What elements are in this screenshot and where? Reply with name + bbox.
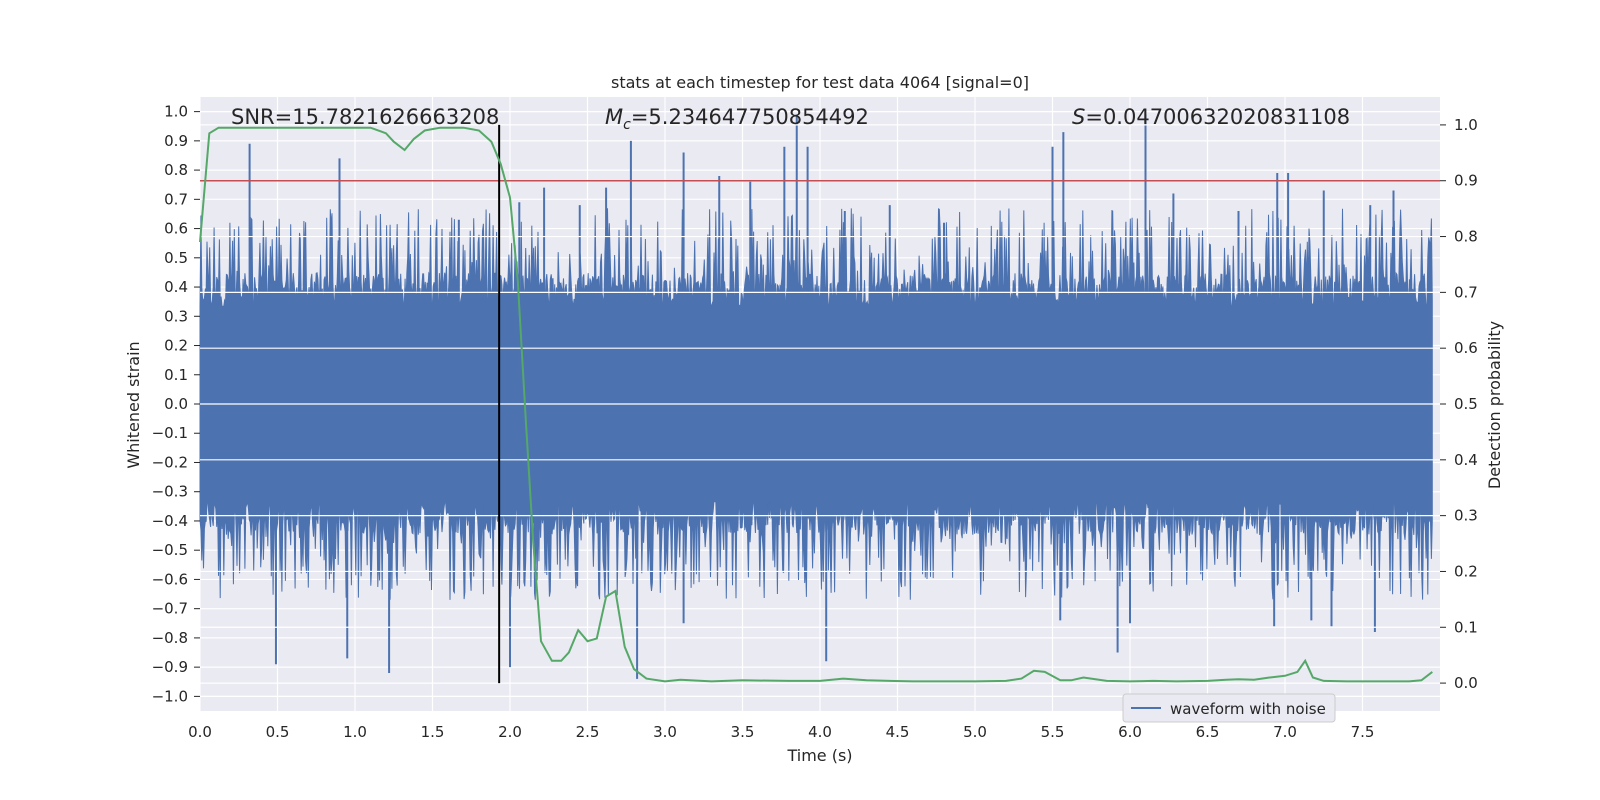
y-tick-label-left: 1.0 bbox=[164, 103, 188, 121]
y-tick-label-left: 0.5 bbox=[164, 249, 188, 267]
x-tick-label: 6.0 bbox=[1118, 723, 1142, 741]
y-tick-label-right: 0.5 bbox=[1454, 395, 1478, 413]
x-tick-label: 4.5 bbox=[886, 723, 910, 741]
left-y-tick-labels: 1.0 0.9 0.8 0.7 0.6 0.5 0.4 0.3 0.2 0.1 0.0 −0.1 −0.… bbox=[152, 103, 200, 705]
x-tick-label: 7.5 bbox=[1351, 723, 1375, 741]
y-axis-label-left: Whitened strain bbox=[124, 341, 143, 468]
x-tick-label: 1.0 bbox=[343, 723, 367, 741]
detection-probability-line bbox=[199, 126, 1433, 683]
x-tick-label: 5.0 bbox=[963, 723, 987, 741]
y-tick-label-left: 0.9 bbox=[164, 132, 188, 150]
y-tick-label-right: 0.6 bbox=[1454, 339, 1478, 357]
x-tick-label: 0.0 bbox=[188, 723, 212, 741]
y-tick-label-left: −0.9 bbox=[152, 658, 188, 676]
y-tick-label-left: 0.2 bbox=[164, 337, 188, 355]
x-tick-label: 2.0 bbox=[498, 723, 522, 741]
y-tick-label-right: 0.3 bbox=[1454, 507, 1478, 525]
chirp-mass-subscript: c bbox=[623, 117, 631, 133]
x-tick-label: 2.5 bbox=[576, 723, 600, 741]
y-tick-label-left: 0.8 bbox=[164, 161, 188, 179]
x-tick-label: 6.5 bbox=[1196, 723, 1220, 741]
y-tick-label-right: 0.7 bbox=[1454, 283, 1478, 301]
x-tick-label: 3.5 bbox=[731, 723, 755, 741]
x-tick-label: 7.0 bbox=[1273, 723, 1297, 741]
y-tick-label-right: 1.0 bbox=[1454, 116, 1478, 134]
y-tick-label-right: 0.2 bbox=[1454, 562, 1478, 580]
chart-title: stats at each timestep for test data 406… bbox=[611, 73, 1029, 92]
x-tick-label: 4.0 bbox=[808, 723, 832, 741]
y-tick-label-left: −0.1 bbox=[152, 424, 188, 442]
plot-axes bbox=[199, 97, 1440, 711]
chirp-mass-annotation: Mc=5.234647750854492 bbox=[605, 105, 869, 133]
y-tick-label-right: 0.4 bbox=[1454, 451, 1478, 469]
y-tick-label-right: 0.9 bbox=[1454, 172, 1478, 190]
y-tick-label-left: 0.4 bbox=[164, 278, 188, 296]
y-tick-label-right: 0.0 bbox=[1454, 674, 1478, 692]
y-tick-label-left: 0.3 bbox=[164, 307, 188, 325]
y-tick-label-left: 0.1 bbox=[164, 366, 188, 384]
y-tick-label-left: 0.0 bbox=[164, 395, 188, 413]
y-tick-label-left: 0.7 bbox=[164, 190, 188, 208]
right-y-tick-labels: 1.0 0.9 0.8 0.7 0.6 0.5 0.4 0.3 0.2 0.1 0.0 bbox=[1440, 116, 1478, 692]
y-tick-label-left: −0.4 bbox=[152, 512, 188, 530]
x-tick-label: 5.5 bbox=[1041, 723, 1065, 741]
x-tick-labels: 0.0 0.5 1.0 1.5 2.0 2.5 3.0 3.5 4.0 4.5 5.0 5.5 6.0 6… bbox=[188, 723, 1374, 741]
y-tick-label-left: −0.7 bbox=[152, 600, 188, 618]
legend-box bbox=[1122, 693, 1336, 723]
y-tick-label-right: 0.1 bbox=[1454, 618, 1478, 636]
chirp-mass-symbol: M bbox=[605, 105, 623, 129]
y-tick-label-left: −0.6 bbox=[152, 570, 188, 588]
s-symbol: S bbox=[1072, 105, 1085, 129]
s-annotation: S=0.04700632020831108 bbox=[1072, 105, 1350, 129]
y-tick-label-left: −0.8 bbox=[152, 629, 188, 647]
y-tick-label-left: −0.5 bbox=[152, 541, 188, 559]
y-tick-label-left: 0.6 bbox=[164, 220, 188, 238]
y-tick-label-left: −1.0 bbox=[152, 687, 188, 705]
y-tick-label-left: −0.2 bbox=[152, 453, 188, 471]
x-tick-label: 1.5 bbox=[421, 723, 445, 741]
y-tick-label-left: −0.3 bbox=[152, 483, 188, 501]
x-axis-label: Time (s) bbox=[786, 746, 852, 765]
y-axis-label-right: Detection probability bbox=[1485, 321, 1504, 489]
x-tick-label: 3.0 bbox=[653, 723, 677, 741]
chirp-mass-value: =5.234647750854492 bbox=[631, 105, 869, 129]
legend-label: waveform with noise bbox=[1170, 700, 1326, 718]
x-tick-label: 0.5 bbox=[266, 723, 290, 741]
legend: waveform with noise bbox=[1122, 693, 1336, 723]
s-value: =0.04700632020831108 bbox=[1085, 105, 1350, 129]
y-tick-label-right: 0.8 bbox=[1454, 228, 1478, 246]
snr-annotation: SNR=15.7821626663208 bbox=[231, 105, 499, 129]
